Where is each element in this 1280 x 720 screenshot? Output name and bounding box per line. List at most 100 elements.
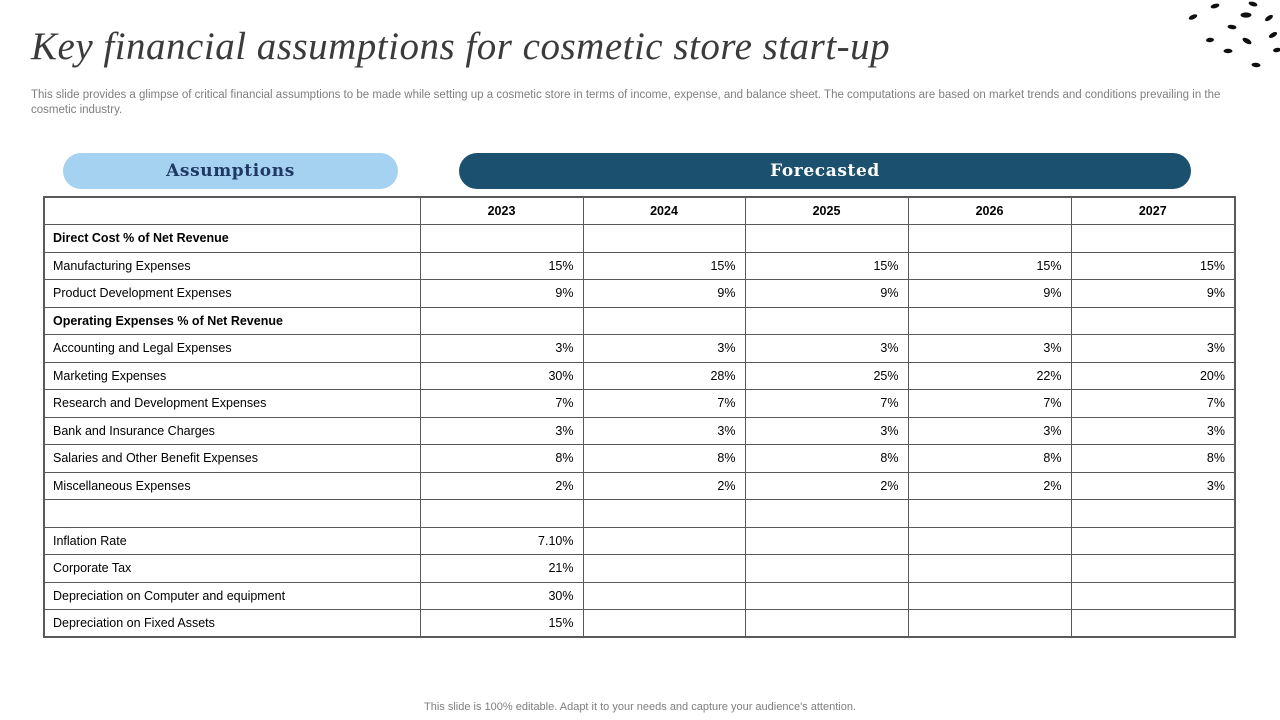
value-cell: 3% <box>419 416 584 445</box>
value-cell: 2% <box>744 471 909 500</box>
value-cell <box>582 609 746 638</box>
section-label-cell: Operating Expenses % of Net Revenue <box>43 306 421 335</box>
value-cell <box>744 526 909 555</box>
table-row: Accounting and Legal Expenses 3% 3% 3% 3% 3% <box>43 334 1236 363</box>
value-cell <box>1070 526 1236 555</box>
row-label-cell: Product Development Expenses <box>43 279 421 308</box>
value-cell: 8% <box>744 444 909 473</box>
value-cell <box>744 581 909 610</box>
value-cell: 8% <box>419 444 584 473</box>
row-label-cell: Marketing Expenses <box>43 361 421 390</box>
table-row: Manufacturing Expenses 15% 15% 15% 15% 15% <box>43 251 1236 280</box>
value-cell <box>907 554 1072 583</box>
year-header-cell: 2024 <box>582 196 746 225</box>
value-cell <box>1070 581 1236 610</box>
value-cell <box>582 499 746 528</box>
value-cell: 30% <box>419 581 584 610</box>
table-header: 2023 2024 2025 2026 2027 <box>43 196 1236 225</box>
value-cell: 15% <box>744 251 909 280</box>
table-row: Depreciation on Fixed Assets 15% <box>43 609 1236 638</box>
value-cell <box>907 526 1072 555</box>
value-cell <box>744 499 909 528</box>
value-cell: 3% <box>907 334 1072 363</box>
table-row: Miscellaneous Expenses 2% 2% 2% 2% 3% <box>43 471 1236 500</box>
value-cell: 8% <box>1070 444 1236 473</box>
year-header-cell: 2027 <box>1070 196 1236 225</box>
row-label-cell: Depreciation on Fixed Assets <box>43 609 421 638</box>
row-label-cell: Inflation Rate <box>43 526 421 555</box>
value-cell: 15% <box>419 251 584 280</box>
value-cell <box>907 581 1072 610</box>
row-label-cell: Salaries and Other Benefit Expenses <box>43 444 421 473</box>
value-cell <box>1070 499 1236 528</box>
value-cell <box>907 224 1072 253</box>
value-cell <box>907 306 1072 335</box>
table-body: Direct Cost % of Net Revenue Manufacturin… <box>43 224 1236 638</box>
value-cell <box>582 581 746 610</box>
assumptions-pill: Assumptions <box>63 153 398 189</box>
value-cell <box>907 609 1072 638</box>
value-cell: 9% <box>419 279 584 308</box>
value-cell: 21% <box>419 554 584 583</box>
value-cell: 7% <box>582 389 746 418</box>
value-cell: 3% <box>582 334 746 363</box>
value-cell: 8% <box>582 444 746 473</box>
value-cell: 28% <box>582 361 746 390</box>
value-cell: 2% <box>582 471 746 500</box>
value-cell: 9% <box>1070 279 1236 308</box>
forecasted-pill: Forecasted <box>459 153 1191 189</box>
value-cell <box>582 554 746 583</box>
value-cell: 3% <box>1070 334 1236 363</box>
assumptions-pill-label: Assumptions <box>166 161 295 181</box>
value-cell <box>1070 306 1236 335</box>
row-label-cell: Research and Development Expenses <box>43 389 421 418</box>
value-cell: 22% <box>907 361 1072 390</box>
table-row <box>43 499 1236 528</box>
value-cell: 7% <box>419 389 584 418</box>
row-label-cell: Bank and Insurance Charges <box>43 416 421 445</box>
value-cell <box>744 609 909 638</box>
table-row: Research and Development Expenses 7% 7% 7% 7… <box>43 389 1236 418</box>
value-cell: 7% <box>907 389 1072 418</box>
section-label-cell: Direct Cost % of Net Revenue <box>43 224 421 253</box>
row-label-cell: Corporate Tax <box>43 554 421 583</box>
table-row: Depreciation on Computer and equipment 30… <box>43 581 1236 610</box>
value-cell <box>419 499 584 528</box>
value-cell: 3% <box>1070 471 1236 500</box>
value-cell: 8% <box>907 444 1072 473</box>
year-header-cell: 2023 <box>419 196 584 225</box>
value-cell: 7% <box>744 389 909 418</box>
value-cell: 9% <box>744 279 909 308</box>
value-cell: 3% <box>419 334 584 363</box>
value-cell: 15% <box>1070 251 1236 280</box>
value-cell: 9% <box>907 279 1072 308</box>
table-row: Inflation Rate 7.10% <box>43 526 1236 555</box>
value-cell <box>744 306 909 335</box>
row-label-cell: Manufacturing Expenses <box>43 251 421 280</box>
row-label-cell: Depreciation on Computer and equipment <box>43 581 421 610</box>
table-row: Direct Cost % of Net Revenue <box>43 224 1236 253</box>
value-cell <box>582 306 746 335</box>
table-row: Marketing Expenses 30% 28% 25% 22% 20% <box>43 361 1236 390</box>
value-cell <box>1070 554 1236 583</box>
scatter-dots-icon <box>1188 1 1280 68</box>
table-row: Product Development Expenses 9% 9% 9% 9% 9% <box>43 279 1236 308</box>
value-cell: 30% <box>419 361 584 390</box>
value-cell: 3% <box>907 416 1072 445</box>
table-row: Operating Expenses % of Net Revenue <box>43 306 1236 335</box>
value-cell <box>1070 609 1236 638</box>
value-cell: 15% <box>582 251 746 280</box>
table-row: Bank and Insurance Charges 3% 3% 3% 3% 3% <box>43 416 1236 445</box>
value-cell: 7.10% <box>419 526 584 555</box>
row-label-cell: Miscellaneous Expenses <box>43 471 421 500</box>
forecasted-pill-label: Forecasted <box>770 161 880 181</box>
value-cell: 3% <box>582 416 746 445</box>
financial-assumptions-table: 2023 2024 2025 2026 2027 Direct Cost % of Ne… <box>43 196 1236 638</box>
value-cell: 3% <box>744 334 909 363</box>
value-cell: 2% <box>907 471 1072 500</box>
value-cell <box>419 306 584 335</box>
value-cell: 9% <box>582 279 746 308</box>
value-cell: 3% <box>1070 416 1236 445</box>
value-cell <box>582 224 746 253</box>
